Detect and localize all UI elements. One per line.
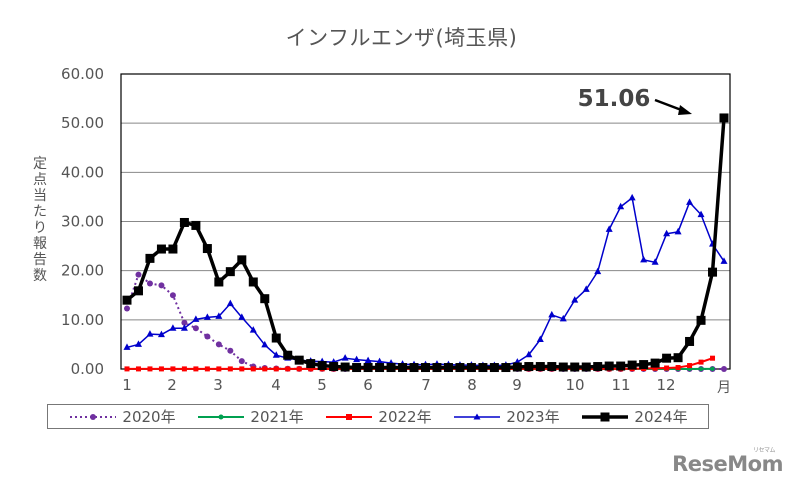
legend-label: 2022年 [378, 408, 432, 426]
dotted-circle-line-icon [70, 413, 117, 420]
logo-kana: リセマム [752, 447, 776, 454]
logo-text: ReseMom [672, 452, 783, 476]
chart-title: インフルエンザ(埼玉県) [285, 26, 518, 50]
legend-label: 2024年 [634, 408, 688, 426]
y-tick-label: 10.00 [61, 311, 104, 329]
series-2020年 [124, 271, 727, 372]
peak-annotation: 51.06 [578, 86, 651, 112]
x-tick-label: 7 [421, 376, 431, 394]
legend-item-2022: 2022年 [324, 406, 432, 427]
y-tick-label: 0.00 [71, 360, 104, 378]
legend-label: 2021年 [250, 408, 304, 426]
x-tick-label: 12 [656, 376, 675, 394]
y-tick-label: 20.00 [61, 262, 104, 280]
y-tick-label: 50.00 [61, 114, 104, 132]
x-tick-label: 1 [122, 376, 132, 394]
legend-item-2023: 2023年 [452, 406, 560, 427]
y-tick-label: 40.00 [61, 163, 104, 181]
legend-label: 2023年 [506, 408, 560, 426]
green-circle-line-icon [198, 414, 245, 419]
x-tick-label: 5 [317, 376, 327, 394]
x-tick-label: 8 [467, 376, 477, 394]
x-tick-label: 10 [565, 376, 584, 394]
x-tick-label: 3 [213, 376, 223, 394]
legend-item-2020: 2020年 [68, 406, 176, 427]
y-tick-label: 60.00 [61, 65, 104, 83]
chart-legend: 2020年 2021年 2022年 2023年 2024年 [47, 404, 709, 429]
resemom-logo: ReseMom リセマム [672, 447, 783, 476]
red-square-line-icon [326, 413, 373, 420]
x-tick-label: 4 [271, 376, 281, 394]
x-unit-label: 月 [717, 380, 731, 396]
legend-item-2021: 2021年 [196, 406, 304, 427]
x-tick-label: 6 [363, 376, 373, 394]
legend-item-2024: 2024年 [580, 406, 688, 427]
series-2023年 [123, 193, 728, 369]
y-tick-label: 30.00 [61, 213, 104, 231]
blue-triangle-line-icon [454, 413, 501, 419]
y-axis-label: 定点当たり報告数 [33, 156, 47, 284]
series-2024年 [122, 113, 729, 373]
x-tick-label: 11 [611, 376, 630, 394]
black-square-line-icon [582, 412, 629, 421]
x-tick-label: 2 [167, 376, 177, 394]
legend-label: 2020年 [122, 408, 176, 426]
x-tick-label: 9 [512, 376, 522, 394]
